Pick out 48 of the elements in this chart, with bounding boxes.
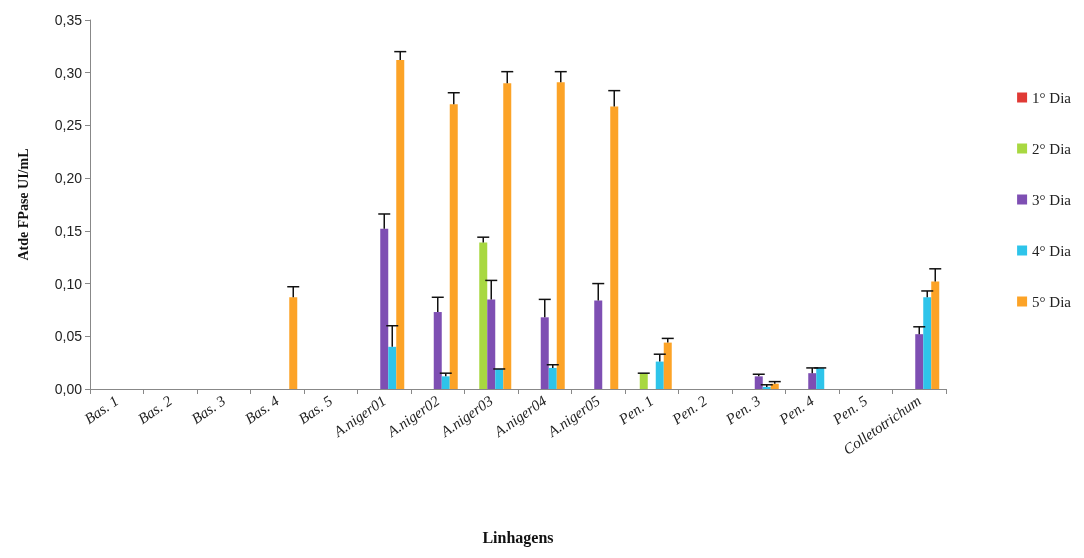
bar — [931, 281, 940, 389]
bar — [388, 346, 397, 389]
y-tick-label: 0,25 — [54, 117, 83, 134]
bar — [487, 299, 496, 389]
bar — [548, 367, 557, 389]
bar — [495, 368, 504, 389]
bar — [594, 300, 603, 389]
x-tick-label: Bas. 1 — [81, 392, 122, 428]
bar — [808, 373, 817, 389]
bar — [503, 83, 512, 389]
x-tick-label: Pen. 3 — [721, 392, 764, 429]
bar — [396, 60, 405, 389]
bar — [479, 242, 488, 389]
y-tick-label: 0,00 — [54, 381, 83, 397]
y-tick-label: 0,10 — [54, 275, 83, 292]
y-tick-label: 0,05 — [54, 328, 83, 345]
x-tick-label: Pen. 1 — [614, 392, 657, 429]
x-tick-label: Bas. 2 — [134, 392, 176, 428]
y-tick-label: 0,20 — [54, 170, 83, 187]
x-tick-label: Bas. 3 — [188, 392, 229, 428]
bar — [556, 82, 565, 389]
legend-label: 4° Dia — [1032, 242, 1072, 259]
bar — [663, 342, 672, 389]
legend-label: 5° Dia — [1032, 293, 1072, 310]
bar — [915, 334, 924, 389]
legend-label: 1° Dia — [1032, 89, 1072, 106]
x-tick-label: Pen. 4 — [775, 392, 818, 429]
y-axis-title: Atde FPase UI/mL — [15, 148, 31, 261]
x-axis-title: Linhagens — [482, 528, 554, 547]
bar — [923, 297, 932, 389]
bar — [289, 297, 298, 389]
x-tick-label: Pen. 2 — [668, 392, 711, 429]
bar — [540, 317, 549, 389]
x-tick-label: Bas. 5 — [295, 392, 336, 428]
bar — [610, 106, 619, 389]
bar — [449, 104, 458, 389]
x-tick-label: Bas. 4 — [241, 392, 283, 428]
bar — [441, 376, 450, 389]
y-tick-label: 0,15 — [54, 222, 83, 239]
legend-label: 2° Dia — [1032, 140, 1072, 157]
y-tick-label: 0,35 — [54, 12, 83, 28]
legend-label: 3° Dia — [1032, 191, 1072, 208]
bar — [639, 373, 648, 389]
y-tick-label: 0,30 — [54, 64, 83, 81]
bar — [655, 361, 664, 389]
bar — [433, 312, 442, 389]
bar — [754, 376, 763, 389]
bar — [380, 228, 389, 389]
